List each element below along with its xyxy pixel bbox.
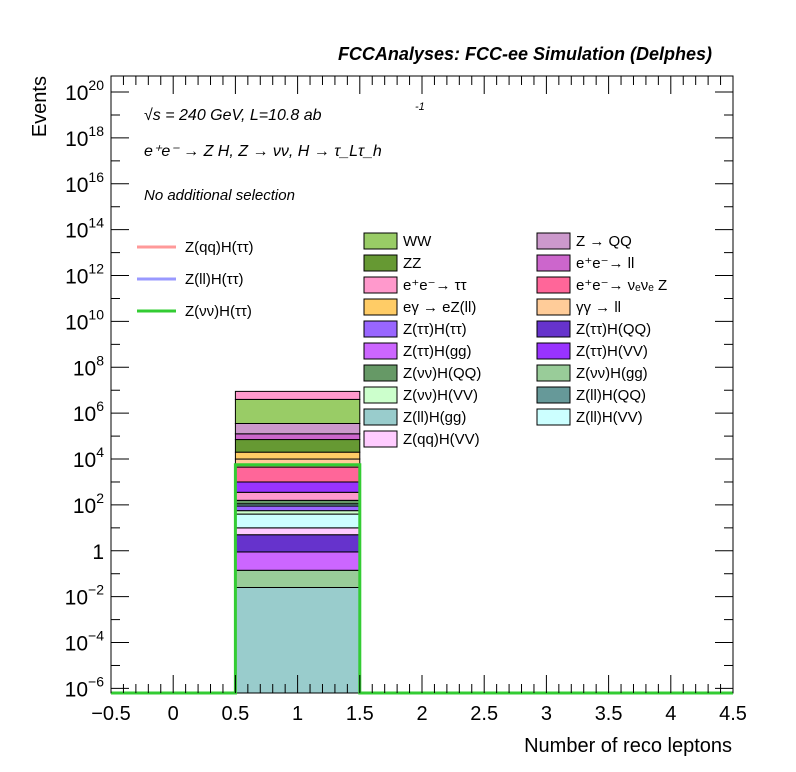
stack-segment: [234, 534, 361, 553]
y-tick-label: 104: [73, 444, 104, 472]
stack-segment: [234, 422, 361, 435]
legend-swatch: [536, 342, 571, 360]
stack-segment: [234, 398, 361, 424]
x-tick-label: 0: [168, 703, 179, 725]
stack-segment: [234, 481, 361, 493]
legend-label: Z(qq)H(ττ): [185, 239, 254, 256]
stack-segment: [234, 569, 361, 588]
legend: WW ZZ e⁺e⁻→ ττ eγ → eZ(ll) Z(ττ)H(ττ) Z(ττ)H(…: [137, 232, 667, 448]
legend-label: Z(ττ)H(ττ): [403, 321, 467, 338]
annotation-selection: No additional selection: [144, 187, 295, 204]
legend-label: Z → QQ: [576, 233, 632, 250]
legend-label: WW: [403, 233, 432, 250]
y-tick-label: 1012: [65, 261, 104, 289]
annotation-energy: √s = 240 GeV, L=10.8 ab: [144, 107, 322, 124]
legend-label: Z(ττ)H(gg): [403, 343, 472, 360]
legend-label: Z(ll)H(QQ): [576, 387, 646, 404]
legend-swatch: [363, 386, 398, 404]
legend-label: Z(ll)H(ττ): [185, 271, 244, 288]
x-tick-label: 2: [416, 703, 427, 725]
stack-segment: [234, 505, 361, 512]
y-tick-label: 10−6: [65, 673, 105, 701]
legend-label: Z(νν)H(QQ): [403, 365, 481, 382]
chart-title: FCCAnalyses: FCC-ee Simulation (Delphes): [338, 44, 712, 64]
legend-label: Z(νν)H(gg): [576, 365, 648, 382]
legend-label: e⁺e⁻→ ττ: [403, 277, 467, 294]
signal-line: [111, 463, 733, 695]
signal-lines: [111, 463, 733, 695]
legend-swatch: [363, 254, 398, 272]
stack-segment: [234, 451, 361, 460]
legend-swatch: [363, 408, 398, 426]
legend-swatch: [536, 232, 571, 250]
annotation-process: e⁺e⁻ → Z H, Z → νν, H → τ_Lτ_h: [144, 143, 382, 160]
legend-swatch: [363, 364, 398, 382]
y-tick-label: 1010: [65, 306, 104, 334]
y-axis-label: Events: [29, 76, 51, 137]
x-tick-label: 1: [292, 703, 303, 725]
x-tick-label: 3.5: [595, 703, 623, 725]
plot-frame: [110, 75, 734, 694]
stack-segment: [234, 499, 361, 505]
legend-swatch: [536, 364, 571, 382]
legend-label: Z(ll)H(gg): [403, 409, 466, 426]
legend-label: eγ → eZ(ll): [403, 299, 476, 316]
legend-label: ZZ: [403, 255, 421, 272]
annotation-energy-exponent: -1: [415, 101, 425, 113]
stack-segment: [234, 510, 361, 515]
legend-label: Z(ll)H(VV): [576, 409, 643, 426]
y-tick-label: 108: [73, 352, 104, 380]
stack-segment: [234, 551, 361, 571]
legend-label: Z(νν)H(ττ): [185, 303, 252, 320]
y-tick-label: 1018: [65, 123, 104, 151]
x-tick-label: 2.5: [470, 703, 498, 725]
stacked-bars: [234, 390, 361, 694]
legend-label: Z(ττ)H(VV): [576, 343, 648, 360]
legend-label: Z(qq)H(VV): [403, 431, 480, 448]
y-tick-label: 1016: [65, 169, 104, 197]
x-tick-label: 0.5: [221, 703, 249, 725]
y-tick-label: 10−4: [65, 628, 105, 656]
legend-swatch: [536, 320, 571, 338]
stack-segment: [234, 433, 361, 441]
axes: −0.5 0 0.5 1 1.5 2 2.5 3 3.5 4 4.5 1020 1018 1016 1014…: [65, 76, 747, 725]
legend-swatch: [363, 276, 398, 294]
stack-segment: [234, 439, 361, 453]
y-tick-label: 1020: [65, 77, 104, 105]
legend-swatch: [363, 342, 398, 360]
y-tick-label: 1: [92, 541, 104, 564]
x-tick-label: 4: [665, 703, 676, 725]
legend-swatch: [536, 254, 571, 272]
legend-label: e⁺e⁻→ νₑνₑ Z: [576, 277, 667, 294]
stack-segment: [234, 390, 361, 400]
x-tick-label: 1.5: [346, 703, 374, 725]
stack-segment: [234, 527, 361, 536]
legend-swatch: [536, 298, 571, 316]
x-tick-label: 4.5: [719, 703, 747, 725]
x-tick-label: −0.5: [91, 703, 130, 725]
legend-swatch: [536, 408, 571, 426]
y-tick-label: 1014: [65, 215, 104, 243]
legend-swatch: [536, 386, 571, 404]
stack-segment: [234, 491, 361, 501]
x-tick-label: 3: [541, 703, 552, 725]
y-tick-label: 102: [73, 490, 104, 518]
y-tick-label: 106: [73, 398, 104, 426]
x-axis-label: Number of reco leptons: [524, 735, 732, 757]
legend-swatch: [536, 276, 571, 294]
y-tick-label: 10−2: [65, 582, 105, 610]
legend-swatch: [363, 232, 398, 250]
legend-swatch: [363, 320, 398, 338]
legend-label: e⁺e⁻→ ll: [576, 255, 634, 272]
legend-label: Z(νν)H(VV): [403, 387, 478, 404]
stack-segment: [234, 513, 361, 529]
legend-label: Z(ττ)H(QQ): [576, 321, 651, 338]
stack-segment: [234, 466, 361, 483]
legend-swatch: [363, 298, 398, 316]
legend-label: γγ → ll: [576, 299, 621, 316]
legend-swatch: [363, 430, 398, 448]
